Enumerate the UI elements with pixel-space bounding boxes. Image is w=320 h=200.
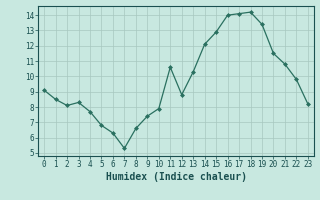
- X-axis label: Humidex (Indice chaleur): Humidex (Indice chaleur): [106, 172, 246, 182]
